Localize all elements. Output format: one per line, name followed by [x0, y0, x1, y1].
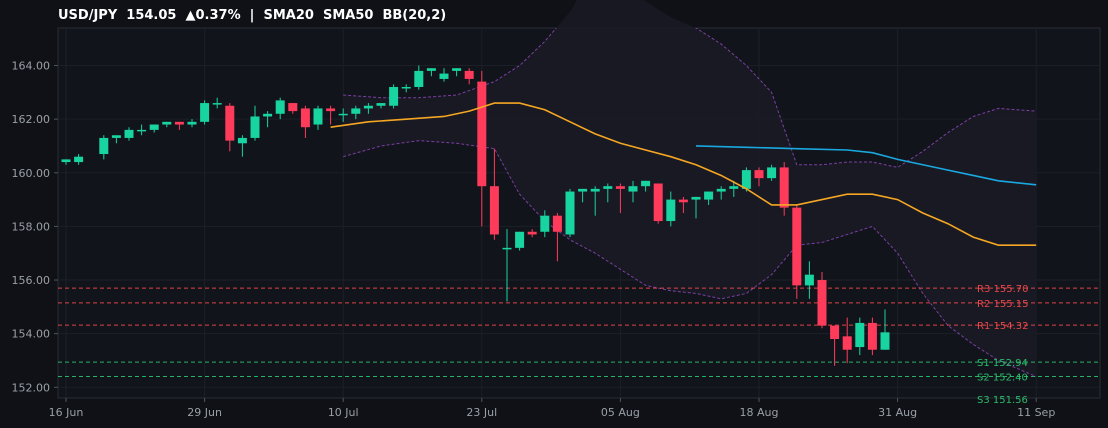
candle-body: [414, 70, 424, 87]
y-tick-label: 158.00: [12, 220, 51, 233]
candle-body: [338, 113, 348, 116]
candle-body: [779, 167, 789, 208]
candle-body: [792, 207, 802, 286]
candle-body: [124, 129, 134, 138]
candle-body: [615, 186, 625, 189]
candle-body: [804, 274, 814, 286]
candle-body: [729, 186, 739, 189]
candle-body: [275, 100, 285, 114]
bollinger-lower-line: [343, 140, 1037, 378]
y-tick-label: 154.00: [12, 328, 51, 341]
candle-body: [250, 116, 260, 138]
candle-body: [225, 105, 235, 141]
x-tick-label: 10 Jul: [328, 406, 359, 419]
pivot-level-label: R2 155.15: [977, 299, 1028, 310]
candle-body: [439, 73, 449, 79]
pivot-level-label: R1 154.32: [977, 321, 1028, 332]
x-tick-label: 23 Jul: [466, 406, 497, 419]
candle-body: [515, 231, 525, 248]
candle-body: [376, 103, 386, 106]
x-tick-label: 11 Sep: [1017, 406, 1055, 419]
candle-body: [817, 280, 827, 326]
candle-body: [74, 156, 84, 163]
chart-title: USD/JPY 154.05 ▲0.37% | SMA20 SMA50 BB(2…: [58, 8, 447, 23]
candle-body: [552, 215, 562, 232]
candle-body: [678, 199, 688, 203]
candle-body: [389, 86, 399, 106]
x-tick-label: 18 Aug: [740, 406, 779, 419]
sma50-line: [695, 145, 1037, 186]
y-tick-label: 164.00: [12, 60, 51, 73]
x-tick-label: 29 Jun: [187, 406, 222, 419]
candle-body: [200, 103, 210, 122]
candle-body: [855, 322, 865, 348]
candle-body: [401, 86, 411, 89]
candle-body: [452, 68, 462, 71]
candle-body: [767, 167, 777, 179]
candle-body: [754, 170, 764, 179]
y-tick-label: 162.00: [12, 113, 51, 126]
candle-body: [565, 191, 575, 235]
candle-body: [288, 103, 298, 112]
candle-body: [149, 124, 159, 130]
candle-body: [590, 188, 600, 192]
candle-body: [464, 70, 474, 79]
x-tick-label: 16 Jun: [49, 406, 84, 419]
candle-body: [880, 332, 890, 350]
pivot-level-label: S2 152.40: [977, 373, 1028, 384]
candle-body: [137, 129, 147, 132]
pivot-level-label: S3 151.56: [977, 395, 1028, 406]
candle-body: [162, 121, 172, 125]
candle-body: [502, 247, 512, 250]
pivot-level-label: S1 152.94: [977, 358, 1028, 369]
candle-body: [867, 322, 877, 350]
candle-body: [263, 113, 273, 117]
y-tick-label: 156.00: [12, 274, 51, 287]
candle-body: [212, 103, 222, 105]
y-tick-label: 160.00: [12, 167, 51, 180]
candle-body: [99, 137, 109, 155]
candle-body: [603, 186, 613, 189]
candle-body: [628, 186, 638, 192]
x-tick-label: 31 Aug: [878, 406, 917, 419]
candle-body: [540, 215, 550, 232]
bollinger-band-fill: [343, 0, 1037, 377]
candle-body: [111, 135, 121, 138]
candle-body: [187, 121, 197, 125]
x-tick-label: 05 Aug: [601, 406, 640, 419]
candle-body: [300, 108, 310, 128]
candle-body: [477, 81, 487, 187]
candle-body: [363, 105, 373, 109]
candle-body: [666, 199, 676, 222]
candle-body: [653, 183, 663, 222]
candle-body: [351, 108, 361, 114]
candle-body: [842, 336, 852, 350]
candle-body: [704, 191, 714, 200]
candle-body: [527, 231, 537, 235]
candle-body: [313, 108, 323, 125]
candle-body: [716, 188, 726, 192]
candle-body: [237, 137, 247, 144]
candle-body: [489, 186, 499, 235]
candle-body: [326, 108, 336, 112]
candle-body: [691, 196, 701, 200]
candle-body: [61, 159, 71, 163]
candle-body: [174, 121, 184, 125]
candle-body: [830, 325, 840, 340]
sma20-line: [330, 102, 1037, 246]
pivot-level-label: R3 155.70: [977, 284, 1028, 295]
candle-body: [578, 188, 588, 192]
candle-body: [426, 68, 436, 71]
candle-body: [741, 170, 751, 189]
y-tick-label: 152.00: [12, 381, 51, 394]
candle-body: [641, 180, 651, 187]
